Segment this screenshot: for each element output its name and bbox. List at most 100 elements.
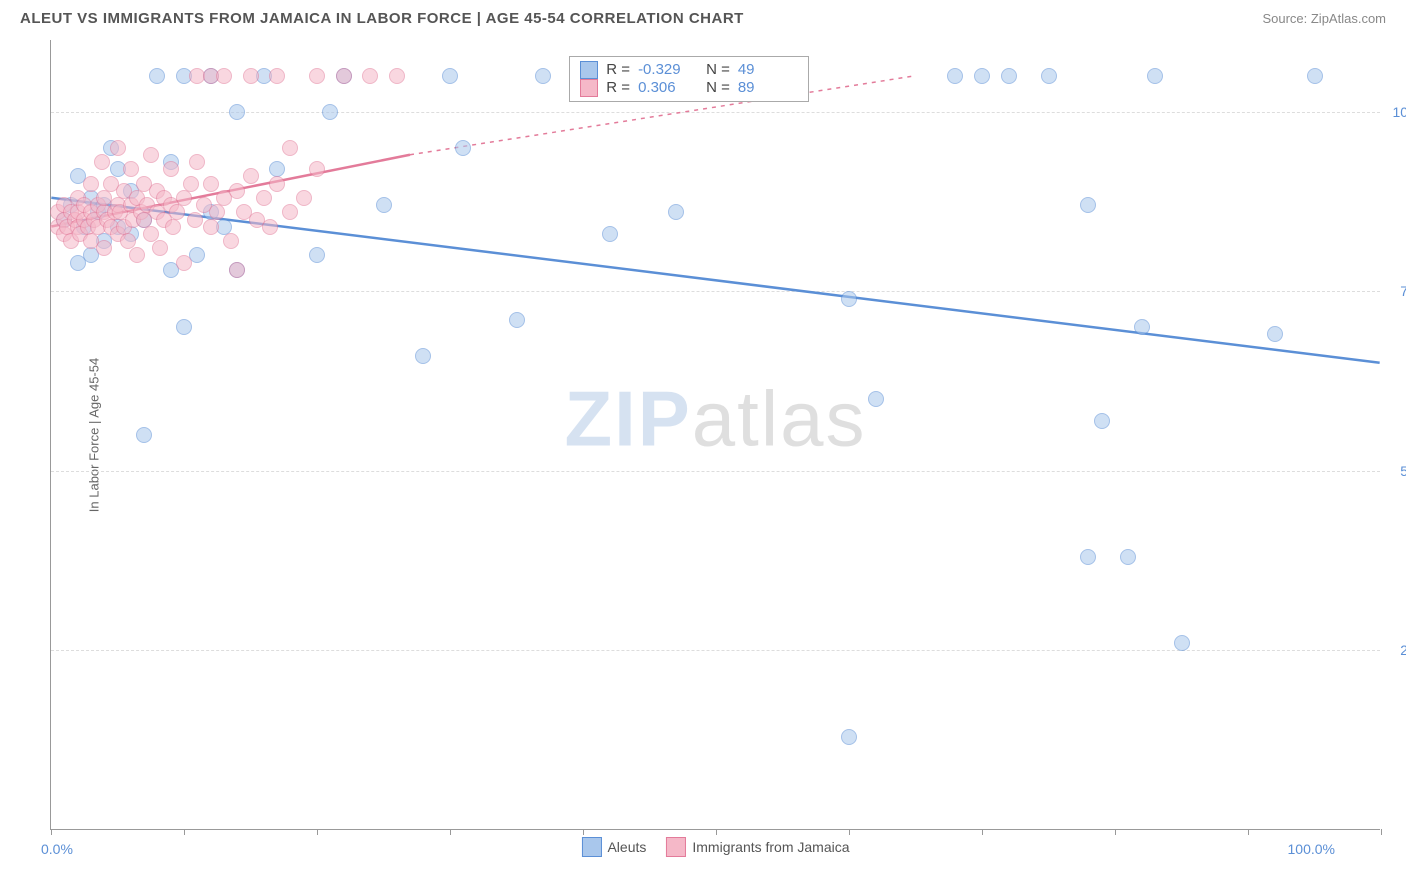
data-point (376, 197, 392, 213)
x-tick (1115, 829, 1116, 835)
correlation-row: R = 0.306 N = 89 (580, 79, 798, 97)
data-point (176, 319, 192, 335)
data-point (309, 247, 325, 263)
data-point (120, 233, 136, 249)
data-point (389, 68, 405, 84)
legend-item: Immigrants from Jamaica (666, 837, 849, 857)
series-swatch (580, 79, 598, 97)
data-point (947, 68, 963, 84)
y-tick-label: 75.0% (1385, 283, 1406, 299)
data-point (415, 348, 431, 364)
data-point (336, 68, 352, 84)
x-tick (317, 829, 318, 835)
data-point (176, 190, 192, 206)
legend-swatch (581, 837, 601, 857)
x-tick (982, 829, 983, 835)
data-point (129, 247, 145, 263)
data-point (1001, 68, 1017, 84)
data-point (149, 68, 165, 84)
data-point (1147, 68, 1163, 84)
data-point (143, 226, 159, 242)
correlation-row: R = -0.329 N = 49 (580, 61, 798, 79)
data-point (123, 161, 139, 177)
data-point (509, 312, 525, 328)
data-point (94, 154, 110, 170)
legend-item: Aleuts (581, 837, 646, 857)
data-point (163, 161, 179, 177)
data-point (262, 219, 278, 235)
r-label: R = (606, 61, 630, 78)
gridline (51, 291, 1380, 292)
x-tick (1381, 829, 1382, 835)
data-point (296, 190, 312, 206)
data-point (1307, 68, 1323, 84)
data-point (282, 204, 298, 220)
data-point (442, 68, 458, 84)
legend-swatch (666, 837, 686, 857)
y-tick-label: 25.0% (1385, 642, 1406, 658)
data-point (602, 226, 618, 242)
legend: Aleuts Immigrants from Jamaica (581, 837, 849, 857)
data-point (1080, 197, 1096, 213)
data-point (176, 255, 192, 271)
data-point (203, 219, 219, 235)
data-point (1174, 635, 1190, 651)
y-axis-title: In Labor Force | Age 45-54 (87, 357, 102, 511)
trend-lines (51, 40, 1380, 829)
series-swatch (580, 61, 598, 79)
data-point (269, 176, 285, 192)
data-point (535, 68, 551, 84)
data-point (216, 68, 232, 84)
data-point (152, 240, 168, 256)
data-point (455, 140, 471, 156)
data-point (229, 104, 245, 120)
data-point (209, 204, 225, 220)
data-point (223, 233, 239, 249)
n-value: 89 (738, 79, 798, 96)
data-point (169, 204, 185, 220)
data-point (974, 68, 990, 84)
n-value: 49 (738, 61, 798, 78)
x-tick (1248, 829, 1249, 835)
r-value: 0.306 (638, 79, 698, 96)
data-point (282, 140, 298, 156)
data-point (269, 68, 285, 84)
x-tick (184, 829, 185, 835)
data-point (203, 176, 219, 192)
gridline (51, 112, 1380, 113)
n-label: N = (706, 79, 730, 96)
chart-plot-area: In Labor Force | Age 45-54 25.0%50.0%75.… (50, 40, 1380, 830)
watermark: ZIPatlas (564, 373, 866, 464)
chart-title: ALEUT VS IMMIGRANTS FROM JAMAICA IN LABO… (20, 10, 744, 27)
y-tick-label: 50.0% (1385, 463, 1406, 479)
x-tick (716, 829, 717, 835)
data-point (1120, 549, 1136, 565)
data-point (187, 212, 203, 228)
data-point (841, 729, 857, 745)
data-point (136, 427, 152, 443)
data-point (1094, 413, 1110, 429)
data-point (165, 219, 181, 235)
legend-label: Aleuts (607, 839, 646, 855)
legend-label: Immigrants from Jamaica (692, 839, 849, 855)
data-point (143, 147, 159, 163)
source-label: Source: ZipAtlas.com (1262, 11, 1386, 26)
data-point (1134, 319, 1150, 335)
data-point (841, 291, 857, 307)
data-point (83, 176, 99, 192)
x-tick (583, 829, 584, 835)
data-point (183, 176, 199, 192)
data-point (229, 262, 245, 278)
x-tick (450, 829, 451, 835)
x-axis-label-min: 0.0% (41, 841, 73, 857)
data-point (229, 183, 245, 199)
x-axis-label-max: 100.0% (1288, 841, 1335, 857)
data-point (1080, 549, 1096, 565)
correlation-box: R = -0.329 N = 49 R = 0.306 N = 89 (569, 56, 809, 102)
x-tick (51, 829, 52, 835)
data-point (256, 190, 272, 206)
data-point (668, 204, 684, 220)
data-point (243, 68, 259, 84)
data-point (189, 154, 205, 170)
n-label: N = (706, 61, 730, 78)
